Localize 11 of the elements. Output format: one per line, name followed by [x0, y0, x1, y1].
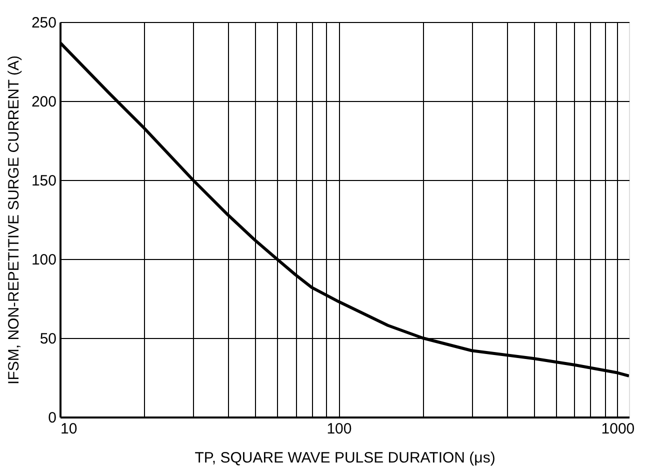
x-tick-label: 10	[60, 420, 78, 438]
y-tick-label: 150	[31, 172, 56, 190]
y-tick-label: 100	[31, 252, 56, 268]
x-axis-title: TP, SQUARE WAVE PULSE DURATION (μs)	[194, 450, 496, 466]
x-tick-label: 1000	[601, 420, 635, 438]
y-tick-label: 250	[31, 14, 56, 32]
y-tick-label: 0	[48, 410, 56, 426]
y-tick-label: 200	[31, 94, 56, 110]
y-axis-title: IFSM, NON-REPETITIVE SURGE CURRENT (A)	[5, 56, 22, 384]
y-tick-label: 50	[40, 330, 56, 348]
x-tick-label: 100	[326, 420, 352, 438]
